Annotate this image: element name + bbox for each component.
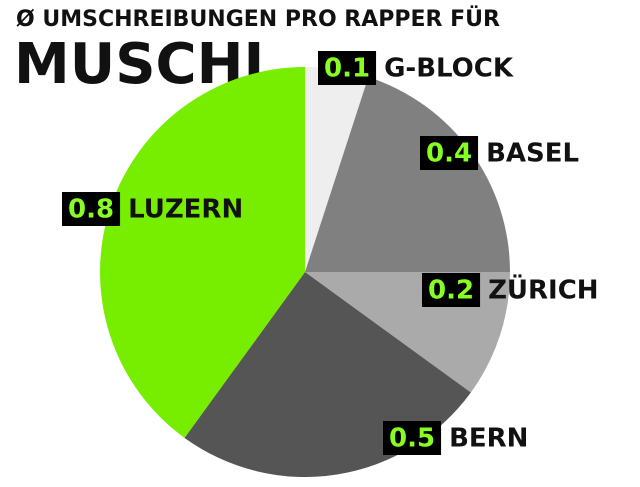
value-label: 0.4 bbox=[426, 139, 472, 169]
slice-label: 0.8 LUZERN bbox=[62, 192, 243, 226]
value-box bbox=[62, 192, 121, 226]
pie-slice bbox=[305, 67, 369, 272]
slice-label: 0.2 ZÜRICH bbox=[422, 273, 599, 307]
value-label: 0.5 bbox=[389, 424, 435, 454]
slice-label: 0.1 G-BLOCK bbox=[318, 51, 514, 85]
value-box bbox=[422, 273, 481, 307]
slice-label: 0.4 BASEL bbox=[420, 136, 579, 170]
category-label: LUZERN bbox=[128, 195, 243, 225]
category-label: BASEL bbox=[486, 139, 579, 169]
category-label: G-BLOCK bbox=[384, 54, 514, 84]
category-label: BERN bbox=[449, 424, 528, 454]
category-label: ZÜRICH bbox=[488, 273, 599, 306]
value-box bbox=[420, 136, 479, 170]
slice-label: 0.5 BERN bbox=[383, 421, 528, 455]
value-label: 0.2 bbox=[428, 276, 474, 306]
pie-slice bbox=[305, 77, 510, 272]
value-label: 0.1 bbox=[324, 54, 370, 84]
value-box bbox=[383, 421, 442, 455]
value-box bbox=[318, 51, 377, 85]
value-label: 0.8 bbox=[68, 195, 114, 225]
pie-slice bbox=[100, 67, 305, 438]
chart-title: Ø UMSCHREIBUNGEN PRO RAPPER FÜR bbox=[16, 6, 500, 32]
